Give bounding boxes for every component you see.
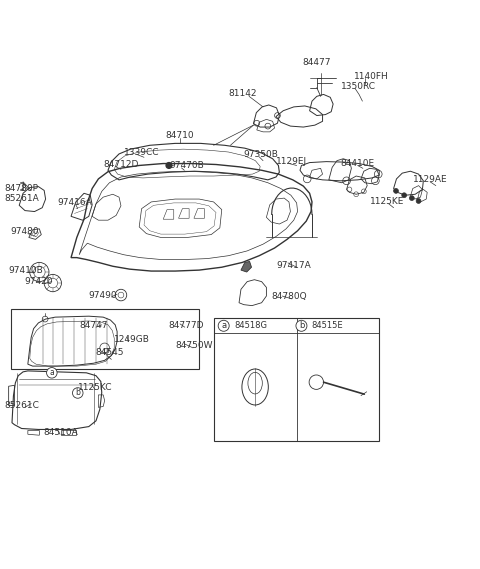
Text: 84747: 84747 [79,321,108,330]
Text: 84515E: 84515E [311,321,343,330]
Text: 81142: 81142 [228,89,256,98]
Text: a: a [49,368,54,377]
Text: b: b [299,321,304,330]
Text: 97416A: 97416A [58,199,92,207]
Polygon shape [241,262,252,272]
Text: 84545: 84545 [95,348,123,357]
Text: 84780Q: 84780Q [271,292,307,302]
Text: 1129AE: 1129AE [413,175,447,184]
Text: 85261A: 85261A [5,193,39,203]
Text: 84410E: 84410E [341,159,375,168]
Text: 84477: 84477 [302,58,331,67]
Text: 1125KC: 1125KC [78,383,112,392]
Text: 97490: 97490 [89,291,118,299]
Bar [11,310,199,369]
Text: 84510A: 84510A [43,428,78,437]
Text: 97410B: 97410B [9,266,43,275]
Text: 84710: 84710 [166,131,194,140]
Text: 97420: 97420 [24,277,52,286]
Circle shape [394,188,398,193]
Text: 84777D: 84777D [168,321,204,330]
Bar [214,318,379,440]
Text: 85261C: 85261C [5,401,40,410]
Text: 1125KE: 1125KE [370,197,404,207]
Text: 1249GB: 1249GB [114,335,150,344]
Text: b: b [75,389,80,398]
Text: 1350RC: 1350RC [341,83,376,91]
Text: 1129EJ: 1129EJ [276,157,307,166]
Text: a: a [221,321,226,330]
Text: 97480: 97480 [11,227,39,236]
Text: 97470B: 97470B [169,162,204,171]
Text: 84780P: 84780P [5,184,39,193]
Text: 84712D: 84712D [103,160,139,169]
Text: 1140FH: 1140FH [354,72,389,81]
Text: 84750W: 84750W [176,341,213,351]
Circle shape [409,196,414,200]
Circle shape [166,163,172,168]
Circle shape [416,199,421,203]
Text: 1339CC: 1339CC [124,148,159,157]
Circle shape [402,193,407,197]
Text: 97417A: 97417A [276,261,311,270]
Text: 97350B: 97350B [244,150,279,159]
Text: 84518G: 84518G [234,321,267,330]
